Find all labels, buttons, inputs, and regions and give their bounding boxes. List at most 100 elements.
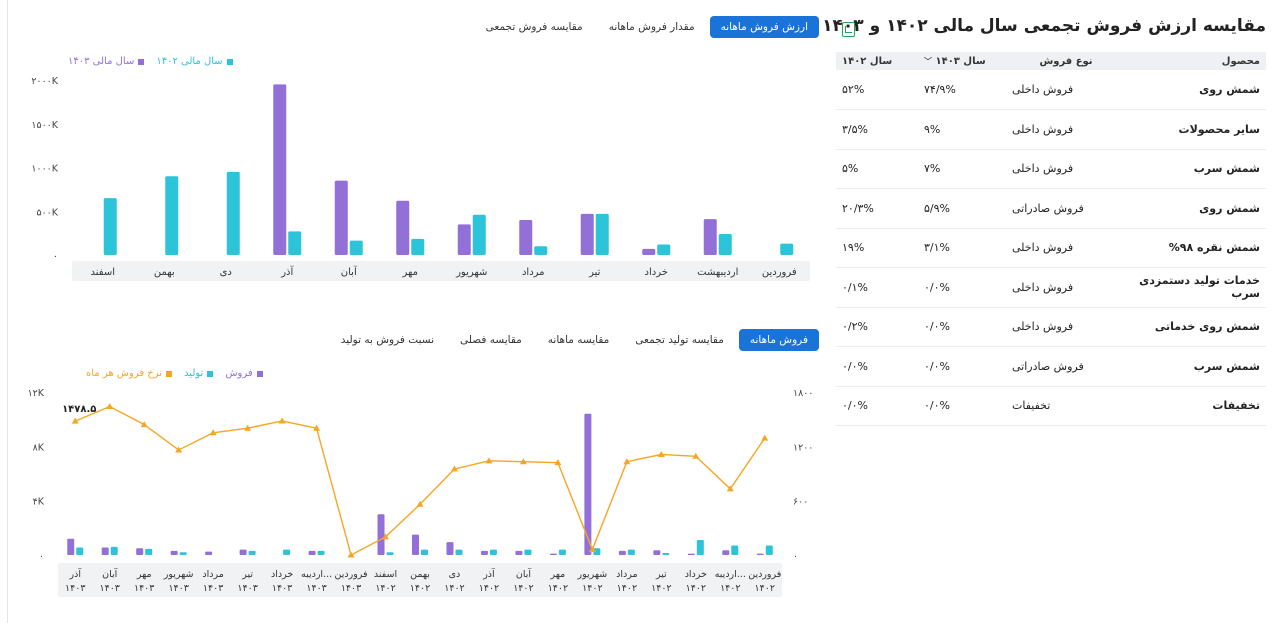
legend-swatch-1403	[138, 58, 145, 65]
production-bar	[179, 552, 187, 555]
x-tick-label: فروردین	[762, 267, 797, 278]
rate-point	[692, 452, 700, 459]
rate-point	[140, 421, 148, 428]
bar-1402	[718, 234, 732, 255]
x-tick-label: دی	[220, 267, 232, 278]
production-bar	[627, 549, 635, 555]
cell-product: شمش نقره ۹۸%	[1168, 241, 1260, 255]
sales-bar	[205, 551, 213, 555]
cell-sale-type: فروش داخلی	[1012, 162, 1074, 176]
sales-bar	[239, 549, 247, 555]
legend-label-sales: فروش	[225, 368, 253, 379]
x-tick-year: ۱۴۰۳	[306, 583, 326, 594]
tab-monthly-sales[interactable]: فروش ماهانه	[738, 329, 819, 351]
legend-swatch-production	[207, 370, 214, 377]
sales-bar	[756, 553, 764, 555]
cell-1403: ۰/۰%	[924, 399, 950, 413]
tab-sales-to-production[interactable]: نسبت فروش به تولید	[340, 334, 435, 346]
tab-monthly-comparison[interactable]: مقایسه ماهانه	[547, 334, 610, 346]
rate-point	[71, 417, 79, 424]
bar-1402	[165, 176, 179, 255]
rate-line	[74, 405, 766, 557]
x-tick-month: آبان	[102, 567, 118, 580]
x-tick-month: آذر	[69, 567, 82, 580]
legend-label-production: تولید	[184, 368, 204, 379]
cell-sale-type: تخفیفات	[1012, 399, 1051, 413]
bar-1403	[334, 180, 348, 255]
sales-bar	[412, 534, 419, 555]
rate-point	[761, 434, 769, 441]
rate-point	[588, 546, 596, 553]
column-header-1403[interactable]: سال ۱۴۰۳ ﹀	[918, 52, 1006, 70]
tab-cumulative-sales-comparison[interactable]: مقایسه فروش تجمعی	[485, 21, 583, 33]
tab-monthly-sales-quantity[interactable]: مقدار فروش ماهانه	[608, 21, 695, 33]
production-bar	[421, 549, 428, 555]
column-header-type[interactable]: نوع فروش	[1039, 55, 1093, 67]
tab-cumulative-production[interactable]: مقایسه تولید تجمعی	[635, 334, 724, 346]
x-tick-year: ۱۴۰۳	[272, 583, 292, 594]
cell-1402: ۵۲%	[842, 83, 865, 96]
production-bar	[76, 547, 84, 555]
x-tick-month: آذر	[482, 567, 495, 580]
table-row: تخفیفات تخفیفات ۰/۰% ۰/۰%	[836, 386, 1266, 426]
x-tick-year: ۱۴۰۲	[686, 583, 706, 594]
production-bar	[558, 549, 566, 555]
cell-product: شمش روی	[1199, 83, 1260, 96]
x-tick-label: آذر	[280, 265, 294, 278]
legend-item-1402[interactable]: سال مالی ۱۴۰۲	[156, 56, 233, 67]
x-tick-label: اسفند	[91, 267, 115, 278]
tab-monthly-sales-value[interactable]: ارزش فروش ماهانه	[709, 16, 819, 38]
x-tick-month: اردیبه...	[715, 569, 746, 580]
tab-seasonal-comparison[interactable]: مقایسه فصلی	[460, 334, 522, 346]
table-row: شمش روی خدماتی فروش داخلی ۰/۰% ۰/۲%	[836, 307, 1266, 347]
table-row: شمش سرب فروش داخلی ۷% ۵%	[836, 149, 1266, 189]
rate-point	[278, 417, 286, 424]
x-tick-month: تیر	[655, 569, 667, 580]
production-bar	[662, 552, 670, 555]
x-tick-label: خرداد	[645, 267, 668, 278]
column-header-1402[interactable]: سال ۱۴۰۲	[842, 55, 893, 67]
bar-1402	[103, 198, 117, 255]
x-tick-month: بهمن	[410, 569, 430, 580]
right-y-tick-label: ۰	[793, 551, 798, 562]
x-axis-band	[72, 261, 810, 281]
x-tick-year: ۱۴۰۳	[100, 583, 120, 594]
x-tick-month: شهریور	[163, 569, 194, 580]
rate-point	[416, 500, 424, 507]
sales-bar	[549, 553, 557, 555]
bottom-chart-legend: فروش تولید نرخ فروش هر ماه	[86, 368, 263, 379]
cell-1403: ۷%	[924, 162, 941, 176]
cell-1403: ۷۴/۹%	[924, 83, 956, 96]
production-bar	[283, 549, 291, 555]
bar-1402	[226, 171, 240, 255]
table-row: شمش سرب فروش صادراتی ۰/۰% ۰/۰%	[836, 347, 1266, 386]
sales-bar	[687, 553, 695, 555]
sales-bar	[101, 547, 109, 555]
legend-item-production[interactable]: تولید	[184, 368, 214, 379]
legend-item-sales[interactable]: فروش	[225, 368, 263, 379]
sales-bar	[618, 550, 626, 555]
sales-bar	[515, 550, 523, 555]
cell-1403: ۰/۰%	[924, 320, 950, 334]
column-header-product[interactable]: محصول	[1221, 55, 1260, 67]
cell-sale-type: فروش داخلی	[1012, 83, 1074, 96]
x-tick-year: ۱۴۰۳	[134, 583, 154, 594]
excel-export-icon[interactable]	[842, 22, 855, 37]
left-y-tick-label: ۱۲K	[28, 388, 45, 399]
legend-item-1403[interactable]: سال مالی ۱۴۰۳	[68, 56, 145, 67]
y-tick-label: ۲۰۰۰K	[31, 76, 58, 87]
x-tick-year: ۱۴۰۲	[479, 583, 499, 594]
x-tick-month: تیر	[241, 569, 253, 580]
x-tick-year: ۱۴۰۳	[65, 583, 85, 594]
bottom-tab-bar: فروش ماهانه مقایسه تولید تجمعی مقایسه ما…	[330, 329, 819, 351]
cell-sale-type: فروش صادراتی	[1012, 201, 1084, 215]
legend-swatch-1402	[226, 58, 233, 65]
monthly-sales-value-chart: ۰ ۵۰۰K ۱۰۰۰K ۱۵۰۰K ۲۰۰۰K فروردین اردیبهشت خرداد…	[31, 76, 810, 281]
cell-1403: ۵/۹%	[924, 201, 950, 215]
rate-point	[106, 402, 114, 409]
right-y-tick-label: ۶۰۰	[793, 497, 808, 508]
legend-item-rate[interactable]: نرخ فروش هر ماه	[86, 368, 173, 379]
production-bar	[248, 550, 256, 555]
sort-chevron-icon[interactable]: ﹀	[924, 56, 932, 66]
rate-point	[313, 424, 321, 431]
